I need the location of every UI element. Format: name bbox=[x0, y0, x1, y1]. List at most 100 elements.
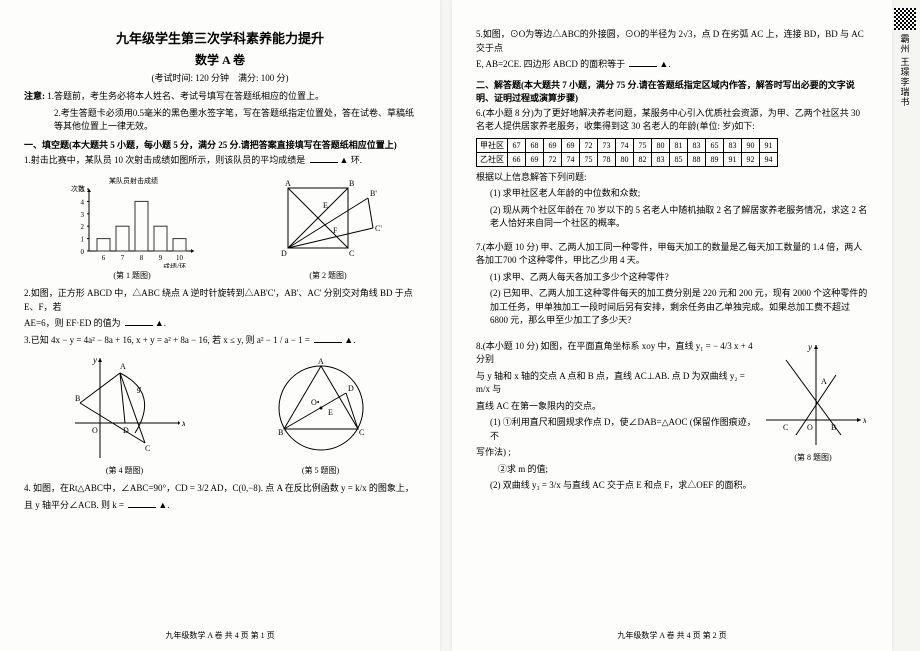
q4b-row: 且 y 轴平分∠ACB. 则 k = ▲. bbox=[24, 499, 416, 513]
q4b: 且 y 轴平分∠ACB. 则 k = bbox=[24, 500, 124, 510]
blank-icon bbox=[125, 317, 153, 326]
page-2: 5.如图，⊙O为等边△ABC的外接圆，⊙O的半径为 2√3，点 D 在劣弧 AC… bbox=[452, 0, 892, 651]
notice-item-2: 2.考生答题卡必须用0.5毫米的黑色墨水签字笔，写在答题纸指定位置处，答在试卷、… bbox=[24, 107, 416, 134]
q2a: 2.如图，正方形 ABCD 中，△ABC 绕点 A 逆时针旋转到△AB'C'，A… bbox=[24, 287, 416, 314]
square-rotation-diagram: A B C D E F B' C' bbox=[273, 173, 383, 268]
row-label: 甲社区 bbox=[477, 138, 508, 152]
svg-text:某队员射击成绩: 某队员射击成绩 bbox=[109, 176, 158, 185]
table-cell: 89 bbox=[706, 152, 724, 166]
svg-text:E: E bbox=[328, 408, 333, 417]
svg-text:9: 9 bbox=[159, 254, 163, 262]
svg-text:次数: 次数 bbox=[71, 184, 85, 193]
svg-text:B: B bbox=[278, 428, 283, 437]
notice-item-1: 1.答题前，考生务必将本人姓名、考试号填写在答题纸相应的位置上。 bbox=[47, 91, 324, 101]
svg-text:C: C bbox=[359, 428, 364, 437]
svg-text:8: 8 bbox=[140, 254, 144, 262]
blank-icon bbox=[310, 154, 338, 163]
q2b: AE=6，则 EF·ED 的值为 bbox=[24, 318, 121, 328]
svg-text:x: x bbox=[862, 415, 866, 425]
svg-text:A: A bbox=[120, 362, 126, 371]
table-cell: 80 bbox=[652, 138, 670, 152]
fig2-cap: (第 2 题图) bbox=[273, 270, 383, 281]
table-cell: 82 bbox=[634, 152, 652, 166]
row-label: 乙社区 bbox=[477, 152, 508, 166]
table-cell: 80 bbox=[616, 152, 634, 166]
blank-icon bbox=[128, 499, 156, 508]
q8-1a: (1) ①利用直尺和圆规求作点 D，使∠DAB=△AOC (保留作图痕迹，不 bbox=[476, 416, 758, 443]
q8c: 直线 AC 在第一象限内的交点。 bbox=[476, 400, 758, 414]
q3a: 3.已知 4x − y = 4a² − 8a + 16, x + y = a² … bbox=[24, 335, 255, 345]
figure-5: A B C D E O• (第 5 题图) bbox=[266, 353, 376, 476]
fig1-cap: (第 1 题图) bbox=[57, 270, 207, 281]
svg-text:B: B bbox=[831, 423, 836, 432]
svg-text:B: B bbox=[349, 179, 354, 188]
q7-2: (2) 已知甲、乙两人加工这种零件每天的加工费分别是 220 元和 200 元，… bbox=[476, 287, 868, 328]
title-line2: 数学 A 卷 bbox=[24, 51, 416, 68]
svg-text:C: C bbox=[349, 249, 354, 258]
table-cell: 83 bbox=[688, 138, 706, 152]
table-row: 乙社区666972747578808283858889919294 bbox=[477, 152, 778, 166]
table-cell: 68 bbox=[526, 138, 544, 152]
table-cell: 81 bbox=[670, 138, 688, 152]
q8b: 与 y 轴和 x 轴的交点 A 点和 B 点，直线 AC⊥AB. 点 D 为双曲… bbox=[476, 370, 758, 397]
q8-2: (2) 双曲线 y₃ = 3/x 与直线 AC 交于点 E 和点 F，求△OEF… bbox=[476, 479, 758, 493]
figure-2: A B C D E F B' C' (第 2 题图) bbox=[273, 173, 383, 281]
table-cell: 69 bbox=[526, 152, 544, 166]
q1-unit: 环. bbox=[351, 155, 362, 165]
q8a: 8.(本小题 10 分) 如图，在平面直角坐标系 xoy 中，直线 y₁ = −… bbox=[476, 340, 758, 367]
q2b-row: AE=6，则 EF·ED 的值为 ▲. bbox=[24, 317, 416, 331]
svg-text:x: x bbox=[181, 418, 185, 428]
table-cell: 65 bbox=[706, 138, 724, 152]
sidebar-text: 霸州 王璟李瑞书 bbox=[899, 34, 912, 107]
table-cell: 94 bbox=[760, 152, 778, 166]
svg-text:1: 1 bbox=[81, 236, 85, 244]
svg-text:D: D bbox=[123, 426, 129, 435]
svg-text:C': C' bbox=[375, 224, 382, 233]
circle-triangle-diagram: A B C D E O• bbox=[266, 353, 376, 463]
blank-icon bbox=[629, 58, 657, 67]
svg-text:D: D bbox=[348, 384, 354, 393]
q6-2: (2) 现从两个社区年龄在 70 岁以下的 5 名老人中随机抽取 2 名了解居家… bbox=[476, 204, 868, 231]
svg-text:C: C bbox=[145, 444, 150, 453]
table-cell: 83 bbox=[724, 138, 742, 152]
qr-code-icon bbox=[894, 8, 916, 30]
coord-star-diagram: x y O B A C D g bbox=[65, 353, 185, 463]
exam-info: (考试时间: 120 分钟 满分: 100 分) bbox=[24, 71, 416, 84]
table-cell: 91 bbox=[724, 152, 742, 166]
title-line1: 九年级学生第三次学科素养能力提升 bbox=[24, 28, 416, 47]
q3expr: a² − 1 / a − 1 = bbox=[257, 335, 310, 345]
table-cell: 74 bbox=[562, 152, 580, 166]
svg-text:g: g bbox=[137, 384, 141, 393]
svg-text:3: 3 bbox=[81, 211, 85, 219]
svg-text:7: 7 bbox=[121, 254, 125, 262]
figure-4: x y O B A C D g (第 4 题图) bbox=[65, 353, 185, 476]
q6-1: (1) 求甲社区老人年龄的中位数和众数; bbox=[476, 187, 868, 201]
fig5-cap: (第 5 题图) bbox=[266, 465, 376, 476]
q4a: 4. 如图，在Rt△ABC中，∠ABC=90°，CD = 3/2 AD，C(0,… bbox=[24, 482, 416, 496]
figure-1: 012345678910成绩/环次数某队员射击成绩 (第 1 题图) bbox=[57, 173, 207, 281]
svg-text:B': B' bbox=[370, 189, 377, 198]
q5a: 5.如图，⊙O为等边△ABC的外接圆，⊙O的半径为 2√3，点 D 在劣弧 AC… bbox=[476, 28, 868, 55]
q7-1: (1) 求甲、乙两人每天各加工多少个这种零件? bbox=[476, 271, 868, 285]
page2-footer: 九年级数学 A 卷 共 4 页 第 2 页 bbox=[452, 630, 892, 641]
page-1: 九年级学生第三次学科素养能力提升 数学 A 卷 (考试时间: 120 分钟 满分… bbox=[0, 0, 440, 651]
page1-footer: 九年级数学 A 卷 共 4 页 第 1 页 bbox=[0, 630, 440, 641]
q5b: E, AB=2CE. 四边形 ABCD 的面积等于 bbox=[476, 59, 625, 69]
svg-text:O: O bbox=[807, 423, 813, 432]
svg-text:4: 4 bbox=[81, 198, 85, 206]
q1-text: 1.射击比赛中，某队员 10 次射击成绩如图所示，则该队员的平均成绩是 bbox=[24, 155, 305, 165]
table-cell: 69 bbox=[562, 138, 580, 152]
svg-text:O: O bbox=[92, 426, 98, 435]
svg-text:A: A bbox=[318, 357, 324, 366]
q5b-row: E, AB=2CE. 四边形 ABCD 的面积等于 ▲. bbox=[476, 58, 868, 72]
q3-row: 3.已知 4x − y = 4a² − 8a + 16, x + y = a² … bbox=[24, 334, 416, 348]
fig8-cap: (第 8 题图) bbox=[758, 452, 868, 463]
svg-text:10: 10 bbox=[176, 254, 184, 262]
svg-text:6: 6 bbox=[102, 254, 106, 262]
table-row: 甲社区676869697273747580818365839091 bbox=[477, 138, 778, 152]
fig4-cap: (第 4 题图) bbox=[65, 465, 185, 476]
table-cell: 88 bbox=[688, 152, 706, 166]
table-cell: 92 bbox=[742, 152, 760, 166]
table-cell: 72 bbox=[544, 152, 562, 166]
section2-heading: 二、解答题(本大题共 7 小题，满分 75 分.请在答题纸指定区域内作答，解答时… bbox=[476, 78, 868, 104]
